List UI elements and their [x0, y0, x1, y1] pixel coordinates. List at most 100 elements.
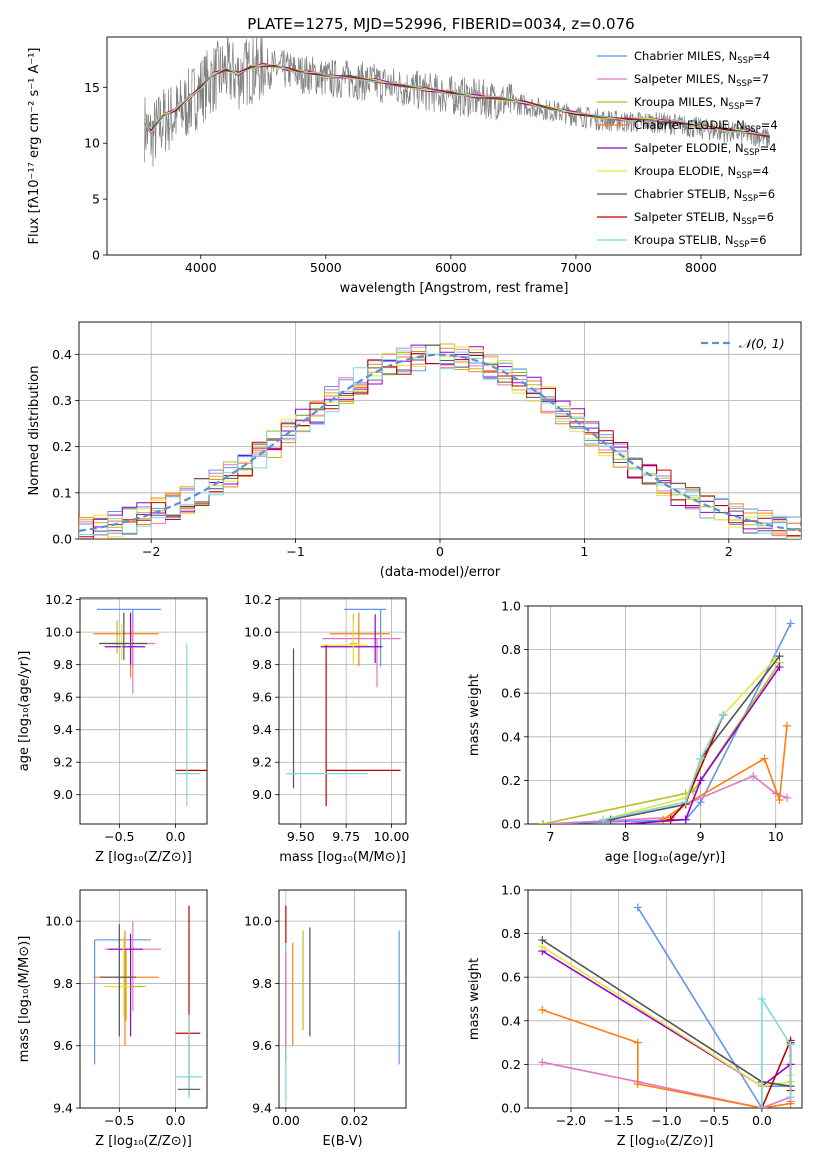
mass-vs-Z-axes: −0.5 0.0 9.4 9.6 9.8 10.0 Z [log₁₀(Z/Z⊙)] mass …	[17, 889, 208, 1149]
massweight-vs-Z-ytick-label: 0.0	[501, 1101, 521, 1116]
massweight-vs-age-ylabel: mass weight	[467, 674, 482, 756]
residuals-ylabel: Normed distribution	[27, 366, 42, 496]
massweight-vs-Z-xlabel: Z [log₁₀(Z/Z⊙)]	[617, 1134, 714, 1149]
mass-vs-EBV-plot-area	[285, 905, 400, 1102]
massweight-vs-Z-ylabel: mass weight	[467, 958, 482, 1040]
age-vs-mass-frame	[278, 597, 407, 825]
series-line	[602, 714, 724, 821]
mass-vs-Z-xtick-label: −0.5	[104, 1113, 134, 1128]
spectrum-model-line	[144, 65, 770, 139]
series-marker	[538, 1058, 547, 1067]
series-marker	[538, 1005, 547, 1014]
massweight-vs-age-ytick-label: 0.8	[501, 642, 521, 657]
residuals-xtick-label: −2	[142, 544, 160, 559]
residuals-xlabel: (data-model)/error	[380, 565, 501, 580]
series-marker	[775, 663, 784, 672]
spectrum-ylabel: Flux [fλ10⁻¹⁷ erg cm⁻² s⁻¹ A⁻¹]	[27, 48, 42, 245]
series-marker	[633, 1080, 642, 1089]
spectrum-xtick-label: 5000	[310, 260, 342, 275]
series-marker	[757, 995, 766, 1003]
massweight-vs-Z-xtick-label: 0.0	[752, 1113, 772, 1128]
age-vs-mass-ytick-label: 9.0	[252, 787, 272, 802]
massweight-vs-Z-xtick-label: −2.0	[556, 1113, 586, 1128]
age-vs-Z-xtick-label: −0.5	[104, 829, 134, 844]
massweight-vs-Z-ytick-label: 0.2	[501, 1057, 521, 1072]
massweight-vs-Z-ytick-label: 0.4	[501, 1013, 521, 1028]
series-line	[625, 666, 781, 824]
series-marker	[539, 820, 548, 824]
massweight-vs-age-xlabel: age [log₁₀(age/yr)]	[605, 850, 726, 865]
series-marker	[621, 820, 630, 824]
spectrum-xtick-label: 7000	[560, 260, 592, 275]
spectrum-axes: 4000 5000 6000 7000 8000 0 5 10 15 wavelength [An…	[27, 36, 802, 296]
spectrum-xtick-label: 8000	[685, 260, 717, 275]
spectrum-xtick-label: 6000	[435, 260, 467, 275]
residuals-xtick-label: 1	[580, 544, 588, 559]
series-marker	[760, 754, 769, 763]
series-marker	[775, 652, 784, 661]
mass-vs-EBV-ytick-label: 9.4	[252, 1101, 272, 1116]
residuals-ytick-label: 0.4	[52, 347, 72, 362]
mass-vs-EBV-ytick-label: 10.0	[244, 914, 272, 929]
age-vs-Z-ytick-label: 10.2	[45, 592, 73, 607]
residuals-ytick-label: 0.2	[52, 439, 72, 454]
series-marker	[719, 711, 728, 719]
age-vs-Z-axes: −0.5 0.0 9.0 9.2 9.4 9.6 9.8 10.0 10.2 Z [log₁₀(Z…	[17, 592, 208, 865]
age-vs-Z-ytick-label: 9.0	[53, 787, 73, 802]
series-marker	[538, 936, 547, 945]
series-marker	[633, 903, 642, 912]
age-vs-mass-ytick-label: 9.6	[252, 690, 272, 705]
massweight-vs-Z-frame	[527, 889, 803, 1109]
residuals-ytick-label: 0.3	[52, 393, 72, 408]
age-vs-mass-ytick-label: 9.2	[252, 755, 272, 770]
legend-entry: Salpeter ELODIE, NSSP=4	[634, 141, 777, 158]
spectrum-legend: Chabrier MILES, NSSP=4 Salpeter MILES, NS…	[597, 49, 778, 250]
spectrum-ytick-label: 10	[84, 136, 100, 151]
massweight-vs-age-xtick-label: 7	[547, 829, 555, 844]
series-marker	[696, 776, 705, 785]
series-marker	[749, 772, 758, 781]
massweight-vs-age-ytick-label: 0.4	[501, 729, 521, 744]
series-line	[602, 657, 777, 821]
mass-vs-EBV-ytick-label: 9.8	[252, 976, 272, 991]
normal-curve	[79, 353, 801, 532]
residuals-ytick-label: 0.1	[52, 485, 72, 500]
spectrum-ytick-label: 15	[84, 80, 100, 95]
massweight-vs-age-ytick-label: 0.0	[501, 817, 521, 832]
series-marker	[696, 754, 705, 763]
residuals-xtick-label: 2	[725, 544, 733, 559]
residuals-xtick-label: 0	[436, 544, 444, 559]
spectrum-xlabel: wavelength [Angstrom, rest frame]	[340, 281, 569, 296]
series-marker	[786, 1093, 795, 1102]
series-marker	[757, 1104, 766, 1108]
spectrum-ytick-label: 5	[92, 192, 100, 207]
age-vs-mass-plot-area	[286, 608, 401, 807]
legend-entry: Kroupa MILES, NSSP=7	[634, 95, 761, 112]
age-vs-Z-ytick-label: 9.6	[53, 690, 73, 705]
residuals-axes: −2 −1 0 1 2 0.0 0.1 0.2 0.3 0.4 (data-model)/error…	[27, 321, 802, 580]
age-vs-Z-xlabel: Z [log₁₀(Z/Z⊙)]	[95, 850, 192, 865]
massweight-vs-age-xtick-label: 9	[697, 829, 705, 844]
series-marker	[782, 793, 791, 802]
series-marker	[786, 619, 795, 628]
age-vs-mass-xtick-label: 9.75	[332, 829, 360, 844]
age-vs-Z-xtick-label: 0.0	[166, 829, 186, 844]
mass-vs-EBV-frame	[278, 889, 407, 1109]
massweight-vs-age-ytick-label: 0.6	[501, 686, 521, 701]
mass-vs-Z-frame	[79, 889, 208, 1109]
mass-vs-EBV-axes: 0.00 0.02 9.4 9.6 9.8 10.0 E(B-V)	[244, 889, 407, 1149]
age-vs-mass-xtick-label: 10.00	[374, 829, 410, 844]
mass-vs-Z-xlabel: Z [log₁₀(Z/Z⊙)]	[95, 1134, 192, 1149]
legend-entry: Salpeter MILES, NSSP=7	[634, 72, 769, 89]
age-vs-mass-ytick-label: 9.8	[252, 657, 272, 672]
age-vs-Z-plot-area	[93, 608, 207, 807]
series-marker	[782, 721, 791, 730]
age-vs-Z-ytick-label: 9.8	[53, 657, 73, 672]
series-line	[761, 1040, 792, 1108]
spectrum-model-line	[144, 63, 770, 136]
age-vs-Z-ytick-label: 10.0	[45, 625, 73, 640]
residuals-ytick-label: 0.0	[52, 532, 72, 547]
age-vs-mass-xtick-label: 9.50	[287, 829, 315, 844]
